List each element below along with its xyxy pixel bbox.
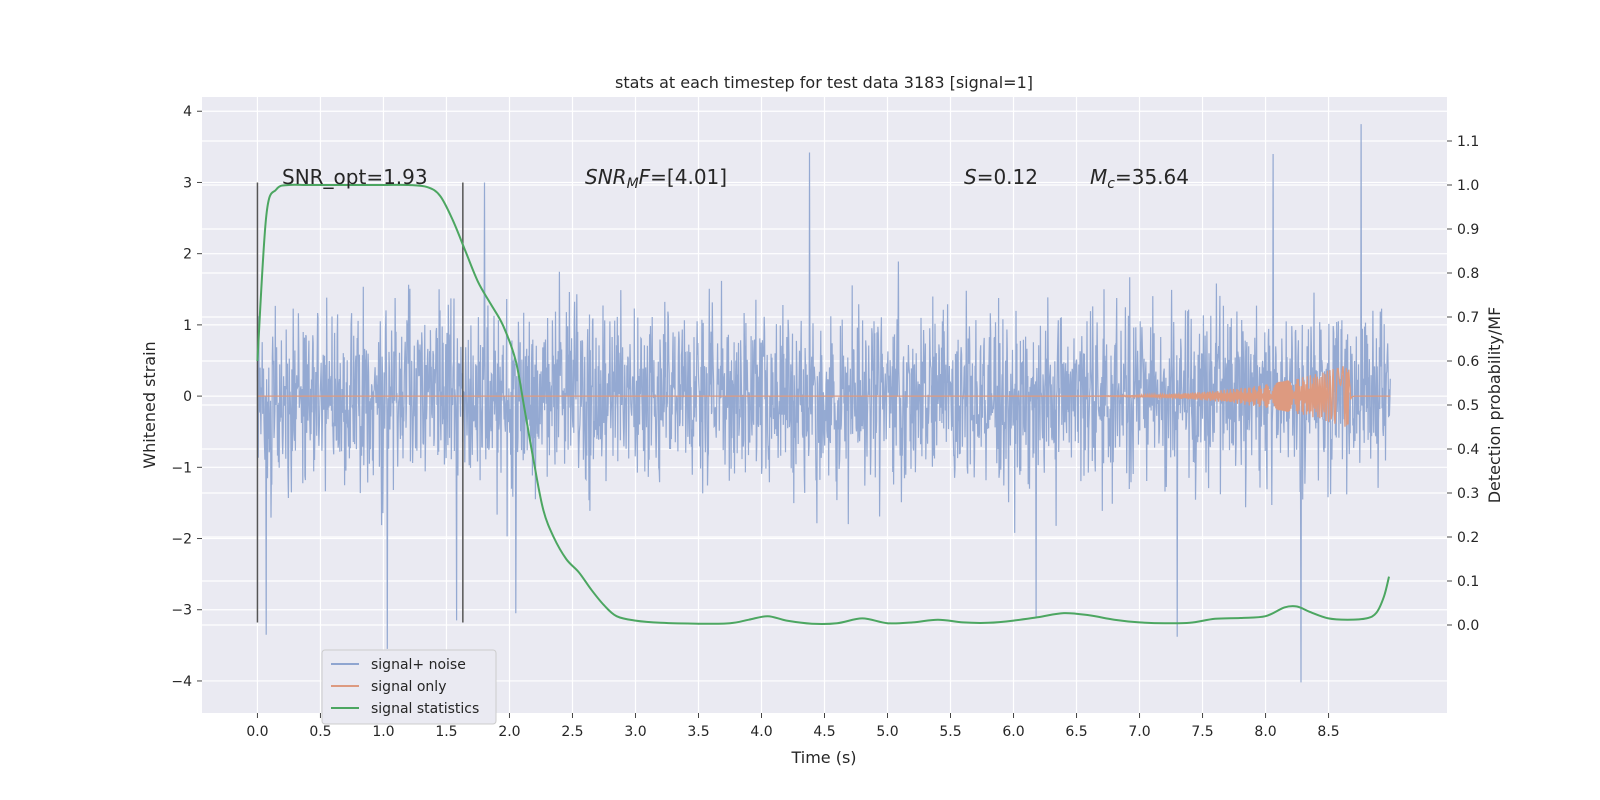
y-right-tick-label: 1.1 xyxy=(1457,134,1479,150)
annotation-snr-mf-rest: =[4.01] xyxy=(650,165,727,189)
x-tick-label: 4.5 xyxy=(813,724,835,740)
x-tick-label: 5.5 xyxy=(939,724,961,740)
annotation-snr-mf-label: SNR xyxy=(585,165,627,189)
x-tick-label: 6.0 xyxy=(1002,724,1024,740)
y-right-tick-label: 0.2 xyxy=(1457,530,1479,546)
y-axis-label-left: Whitened strain xyxy=(140,341,159,468)
signal-statistics-line xyxy=(256,183,1390,625)
legend: signal+ noise signal only signal statist… xyxy=(321,649,497,725)
annotation-snr-mf-sub: M xyxy=(627,176,639,192)
x-tick-label: 1.0 xyxy=(372,724,394,740)
ticks: 0.0 0.5 1.0 1.5 2.0 2.5 3.0 3.5 4.0 4.5 5.0 5.5 6.0 6… xyxy=(171,104,1479,740)
y-right-tick-label: 0.8 xyxy=(1457,266,1479,282)
y-right-tick-label: 0.7 xyxy=(1457,310,1479,326)
y-left-tick-label: −4 xyxy=(171,674,192,690)
signal-only-line xyxy=(257,366,1391,427)
y-right-tick-label: 0.1 xyxy=(1457,574,1479,590)
y-right-tick-label: 0.3 xyxy=(1457,486,1479,502)
series-signal-noise xyxy=(256,124,1391,683)
y-left-tick-label: −1 xyxy=(171,460,192,476)
y-left-tick-label: −2 xyxy=(171,532,192,548)
x-tick-label: 7.0 xyxy=(1128,724,1150,740)
annotation-mc-value: =35.64 xyxy=(1115,165,1189,189)
annotation-s-label: S xyxy=(964,165,977,189)
annotation-mc-sub: c xyxy=(1107,176,1115,192)
y-left-tick-label: −3 xyxy=(171,603,192,619)
x-tick-label: 8.5 xyxy=(1317,724,1339,740)
x-tick-label: 3.0 xyxy=(624,724,646,740)
x-tick-label: 7.5 xyxy=(1191,724,1213,740)
annotation-snr-mf-f: F xyxy=(639,165,651,189)
signal-noise-line xyxy=(256,124,1391,683)
y-right-tick-label: 0.6 xyxy=(1457,354,1479,370)
series-signal-only xyxy=(257,366,1391,427)
vertical-markers xyxy=(256,182,464,623)
legend-label-signal-statistics: signal statistics xyxy=(371,701,479,717)
annotation-s: S=0.12 xyxy=(964,165,1038,189)
y-right-tick-label: 0.9 xyxy=(1457,222,1479,238)
x-tick-label: 2.0 xyxy=(498,724,520,740)
x-tick-label: 3.5 xyxy=(687,724,709,740)
legend-label-signal-only: signal only xyxy=(371,679,446,695)
y-right-tick-label: 1.0 xyxy=(1457,178,1479,194)
x-tick-label: 2.5 xyxy=(561,724,583,740)
x-tick-label: 4.0 xyxy=(750,724,772,740)
y-left-tick-label: 4 xyxy=(183,104,192,120)
x-tick-label: 0.5 xyxy=(309,724,331,740)
y-left-tick-label: 0 xyxy=(183,389,192,405)
chart-title: stats at each timestep for test data 318… xyxy=(615,73,1033,92)
y-axis-label-right: Detection probability/MF xyxy=(1485,307,1504,504)
y-left-tick-label: 3 xyxy=(183,175,192,191)
series-signal-statistics xyxy=(256,183,1390,625)
x-tick-label: 6.5 xyxy=(1065,724,1087,740)
y-right-tick-label: 0.4 xyxy=(1457,442,1479,458)
legend-box xyxy=(321,649,497,725)
y-right-tick-label: 0.5 xyxy=(1457,398,1479,414)
grid xyxy=(202,97,1447,713)
y-left-tick-label: 2 xyxy=(183,247,192,263)
annotation-snr-opt: SNR_opt=1.93 xyxy=(282,165,428,189)
y-right-tick-label: 0.0 xyxy=(1457,618,1479,634)
x-axis-label: Time (s) xyxy=(790,748,856,767)
annotation-s-value: =0.12 xyxy=(977,165,1038,189)
annotation-mc: Mc=35.64 xyxy=(1090,165,1189,192)
x-tick-label: 1.5 xyxy=(435,724,457,740)
x-tick-label: 0.0 xyxy=(246,724,268,740)
annotation-mc-label: M xyxy=(1090,165,1107,189)
annotation-snr-mf: SNRMF=[4.01] xyxy=(585,165,727,192)
y-left-tick-label: 1 xyxy=(183,318,192,334)
legend-label-signal-noise: signal+ noise xyxy=(371,657,466,673)
x-tick-label: 5.0 xyxy=(876,724,898,740)
x-tick-label: 8.0 xyxy=(1254,724,1276,740)
